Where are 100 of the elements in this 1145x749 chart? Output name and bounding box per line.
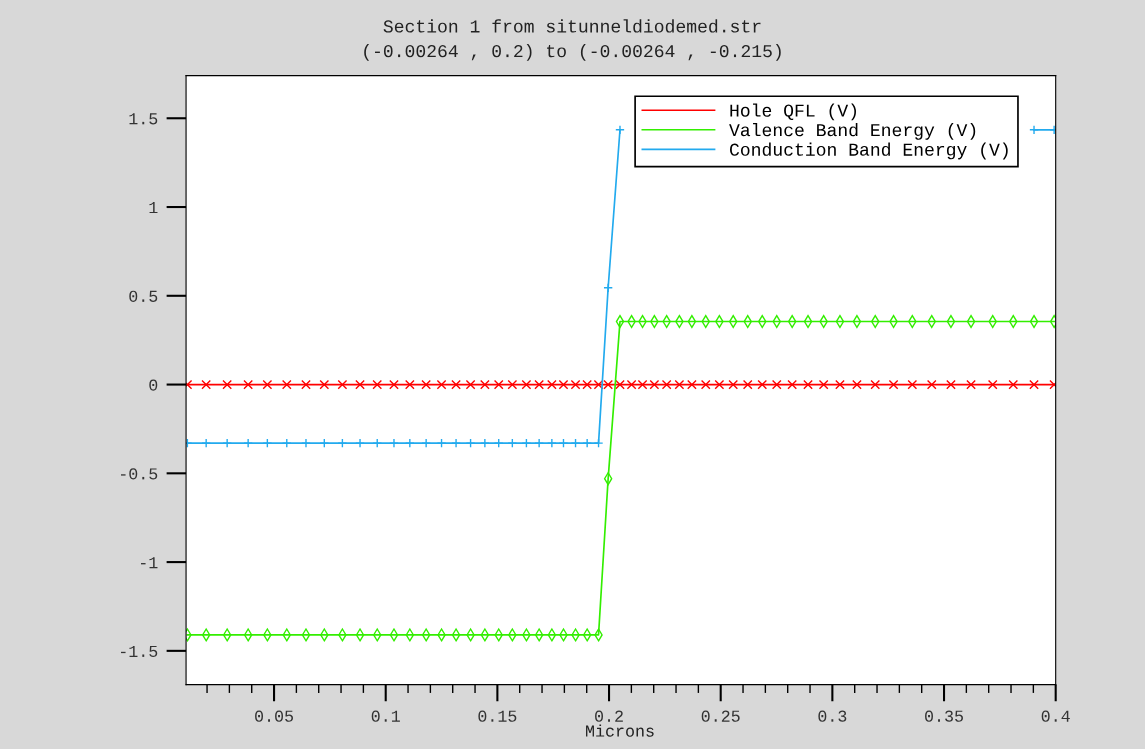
point bbox=[603, 282, 614, 293]
point bbox=[818, 379, 829, 390]
point bbox=[480, 438, 490, 449]
point bbox=[714, 379, 725, 390]
chart-title: Section 1 from situnneldiodemed.str bbox=[383, 19, 761, 33]
y-tick-label: -1 bbox=[141, 557, 158, 569]
point bbox=[201, 379, 212, 390]
point bbox=[372, 438, 383, 449]
legend-label: Conduction Band Energy (V) bbox=[730, 142, 1008, 160]
point bbox=[281, 379, 292, 390]
legend-label: Valence Band Energy (V) bbox=[729, 123, 976, 140]
legend-label: Hole QFL (V) bbox=[730, 103, 856, 121]
point bbox=[436, 438, 447, 449]
point bbox=[1029, 379, 1039, 390]
point bbox=[389, 628, 399, 642]
point bbox=[222, 379, 233, 390]
y-tick-label: 0.5 bbox=[129, 290, 158, 302]
x-tick-label: 0.4 bbox=[1041, 710, 1070, 722]
point bbox=[282, 628, 292, 642]
x-tick-label: 0.3 bbox=[818, 710, 847, 722]
x-tick-label: 0.35 bbox=[925, 710, 963, 722]
point bbox=[451, 438, 461, 449]
point bbox=[421, 438, 431, 449]
point bbox=[372, 628, 382, 642]
point bbox=[372, 379, 383, 390]
point bbox=[926, 379, 937, 390]
point bbox=[405, 628, 415, 642]
point bbox=[966, 379, 976, 390]
point bbox=[404, 438, 415, 449]
point bbox=[787, 379, 798, 390]
point bbox=[243, 379, 254, 390]
point bbox=[558, 438, 569, 449]
point bbox=[852, 379, 862, 390]
point bbox=[421, 379, 431, 390]
point bbox=[319, 379, 330, 390]
y-tick-label: 1 bbox=[149, 202, 158, 214]
x-tick-label: 0.15 bbox=[478, 710, 517, 722]
point bbox=[534, 438, 545, 449]
point bbox=[243, 628, 253, 642]
x-tick-label: 0.2 bbox=[595, 710, 623, 722]
point bbox=[870, 379, 881, 390]
point bbox=[337, 438, 348, 449]
point bbox=[262, 379, 273, 390]
point bbox=[888, 379, 899, 390]
x-tick-label: 0.25 bbox=[701, 710, 740, 722]
point bbox=[582, 438, 593, 449]
point bbox=[521, 379, 532, 390]
y-tick-label: 0 bbox=[149, 379, 158, 391]
point bbox=[757, 379, 768, 390]
point bbox=[493, 438, 504, 449]
point bbox=[421, 628, 431, 642]
x-tick-label: 0.05 bbox=[255, 710, 293, 722]
point bbox=[465, 379, 476, 390]
point bbox=[521, 438, 532, 449]
point bbox=[534, 379, 545, 390]
x-axis-title: Microns bbox=[586, 724, 654, 737]
point bbox=[593, 438, 604, 449]
point bbox=[436, 379, 447, 390]
point bbox=[262, 438, 273, 449]
point bbox=[355, 379, 365, 390]
point bbox=[534, 628, 544, 642]
point bbox=[946, 379, 956, 390]
point bbox=[742, 379, 753, 390]
chart-subtitle: (-0.00264 , 0.2) to (-0.00264 , -0.215) bbox=[364, 44, 781, 61]
point bbox=[389, 438, 399, 449]
point bbox=[301, 438, 311, 449]
point bbox=[480, 628, 490, 642]
y-tick-label: 1.5 bbox=[129, 113, 158, 125]
point bbox=[319, 438, 330, 449]
point bbox=[222, 438, 233, 449]
point bbox=[507, 379, 518, 390]
point bbox=[603, 472, 613, 486]
point bbox=[907, 379, 918, 390]
point bbox=[615, 124, 625, 135]
point bbox=[570, 438, 581, 449]
point bbox=[355, 628, 365, 642]
point bbox=[201, 438, 212, 449]
point bbox=[547, 438, 557, 449]
point bbox=[480, 379, 490, 390]
point bbox=[301, 379, 311, 390]
point bbox=[355, 438, 365, 449]
point bbox=[687, 379, 697, 390]
point bbox=[674, 379, 685, 390]
point bbox=[771, 379, 782, 390]
point bbox=[582, 628, 592, 642]
point bbox=[301, 628, 311, 642]
point bbox=[493, 379, 504, 390]
point bbox=[337, 379, 348, 390]
point bbox=[1029, 124, 1039, 135]
point bbox=[451, 379, 461, 390]
y-tick-label: -0.5 bbox=[120, 468, 158, 480]
x-tick-label: 0.1 bbox=[371, 710, 400, 722]
point bbox=[465, 438, 476, 449]
point bbox=[547, 628, 557, 642]
point bbox=[649, 379, 660, 390]
y-tick-label: -1.5 bbox=[120, 645, 158, 658]
point bbox=[243, 438, 254, 449]
point bbox=[987, 379, 998, 390]
point bbox=[451, 628, 461, 642]
point bbox=[661, 379, 672, 390]
